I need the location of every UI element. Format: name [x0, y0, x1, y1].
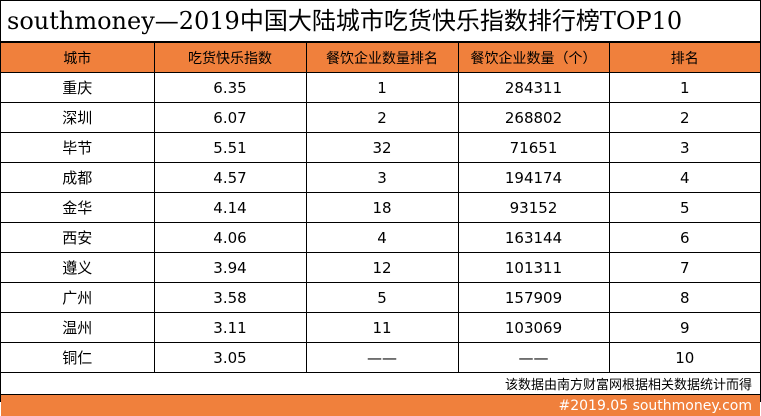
- cell-restaurant-count: 71651: [458, 133, 609, 163]
- cell-city: 深圳: [1, 103, 154, 133]
- page-title: southmoney—2019中国大陆城市吃货快乐指数排行榜TOP10: [1, 1, 760, 42]
- cell-city: 成都: [1, 163, 154, 193]
- ranking-table: 城市 吃货快乐指数 餐饮企业数量排名 餐饮企业数量（个） 排名 重庆 6.35 …: [1, 42, 760, 416]
- cell-index: 3.58: [154, 283, 306, 313]
- cell-city: 重庆: [1, 73, 154, 103]
- column-header-rank: 排名: [609, 43, 760, 73]
- source-note-row: 该数据由南方财富网根据相关数据统计而得: [1, 373, 760, 395]
- cell-rank: 3: [609, 133, 760, 163]
- table-row: 广州 3.58 5 157909 8: [1, 283, 760, 313]
- cell-rank: 10: [609, 343, 760, 373]
- cell-index: 3.94: [154, 253, 306, 283]
- cell-restaurant-rank: 5: [306, 283, 458, 313]
- cell-restaurant-count: 157909: [458, 283, 609, 313]
- cell-restaurant-rank: 32: [306, 133, 458, 163]
- column-header-index: 吃货快乐指数: [154, 43, 306, 73]
- cell-restaurant-count: 284311: [458, 73, 609, 103]
- column-header-restaurant-count: 餐饮企业数量（个）: [458, 43, 609, 73]
- cell-city: 遵义: [1, 253, 154, 283]
- cell-rank: 2: [609, 103, 760, 133]
- cell-restaurant-count: 93152: [458, 193, 609, 223]
- column-header-city: 城市: [1, 43, 154, 73]
- footer-watermark: #2019.05 southmoney.com: [1, 395, 760, 416]
- cell-index: 4.14: [154, 193, 306, 223]
- cell-restaurant-count: 103069: [458, 313, 609, 343]
- cell-city: 毕节: [1, 133, 154, 163]
- table-row: 铜仁 3.05 —— —— 10: [1, 343, 760, 373]
- cell-city: 西安: [1, 223, 154, 253]
- cell-index: 6.07: [154, 103, 306, 133]
- cell-index: 3.05: [154, 343, 306, 373]
- cell-index: 3.11: [154, 313, 306, 343]
- column-header-restaurant-rank: 餐饮企业数量排名: [306, 43, 458, 73]
- cell-rank: 4: [609, 163, 760, 193]
- cell-restaurant-rank: 1: [306, 73, 458, 103]
- cell-restaurant-count: 101311: [458, 253, 609, 283]
- table-row: 金华 4.14 18 93152 5: [1, 193, 760, 223]
- table-row: 深圳 6.07 2 268802 2: [1, 103, 760, 133]
- cell-index: 5.51: [154, 133, 306, 163]
- cell-rank: 5: [609, 193, 760, 223]
- table-row: 西安 4.06 4 163144 6: [1, 223, 760, 253]
- cell-restaurant-rank: 12: [306, 253, 458, 283]
- table-row: 遵义 3.94 12 101311 7: [1, 253, 760, 283]
- table-row: 温州 3.11 11 103069 9: [1, 313, 760, 343]
- table-row: 重庆 6.35 1 284311 1: [1, 73, 760, 103]
- table-header-row: 城市 吃货快乐指数 餐饮企业数量排名 餐饮企业数量（个） 排名: [1, 43, 760, 73]
- cell-restaurant-rank: 18: [306, 193, 458, 223]
- source-note: 该数据由南方财富网根据相关数据统计而得: [1, 373, 760, 395]
- cell-rank: 6: [609, 223, 760, 253]
- cell-city: 温州: [1, 313, 154, 343]
- cell-rank: 1: [609, 73, 760, 103]
- cell-rank: 8: [609, 283, 760, 313]
- cell-index: 4.06: [154, 223, 306, 253]
- cell-rank: 9: [609, 313, 760, 343]
- ranking-table-card: southmoney—2019中国大陆城市吃货快乐指数排行榜TOP10 城市 吃…: [0, 0, 761, 402]
- cell-restaurant-count: 194174: [458, 163, 609, 193]
- cell-restaurant-rank: 2: [306, 103, 458, 133]
- cell-rank: 7: [609, 253, 760, 283]
- cell-restaurant-rank: ——: [306, 343, 458, 373]
- cell-restaurant-count: 268802: [458, 103, 609, 133]
- cell-restaurant-count: ——: [458, 343, 609, 373]
- footer-row: #2019.05 southmoney.com: [1, 395, 760, 416]
- cell-restaurant-rank: 4: [306, 223, 458, 253]
- cell-restaurant-rank: 11: [306, 313, 458, 343]
- cell-restaurant-count: 163144: [458, 223, 609, 253]
- cell-index: 6.35: [154, 73, 306, 103]
- cell-restaurant-rank: 3: [306, 163, 458, 193]
- cell-index: 4.57: [154, 163, 306, 193]
- table-row: 毕节 5.51 32 71651 3: [1, 133, 760, 163]
- cell-city: 铜仁: [1, 343, 154, 373]
- table-row: 成都 4.57 3 194174 4: [1, 163, 760, 193]
- cell-city: 广州: [1, 283, 154, 313]
- cell-city: 金华: [1, 193, 154, 223]
